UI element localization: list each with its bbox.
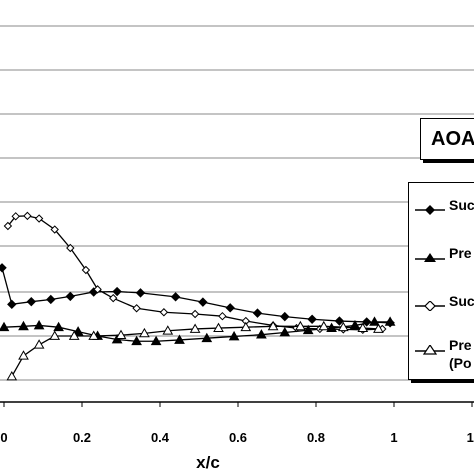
series-3-point-2 bbox=[23, 211, 32, 221]
x-tick-label-0: 0 bbox=[0, 430, 7, 445]
series-3-point-8 bbox=[108, 293, 118, 303]
series-4-point-10 bbox=[213, 322, 224, 332]
series-3-point-5 bbox=[66, 243, 75, 253]
series-1-point-12 bbox=[280, 311, 290, 322]
legend-label-series-2: Pre bbox=[449, 245, 472, 261]
series-2-point-1 bbox=[18, 320, 29, 331]
x-tick-label-2: 0.4 bbox=[151, 430, 170, 445]
series-1-point-11 bbox=[252, 308, 263, 318]
legend-item-series-1: Suc bbox=[409, 193, 474, 233]
series-2-point-17 bbox=[369, 316, 380, 326]
chart-title-text: AOA bbox=[431, 128, 474, 150]
series-line-4 bbox=[11, 325, 379, 377]
x-tick-label-1: 0.2 bbox=[73, 430, 91, 445]
series-4-point-17 bbox=[373, 323, 384, 333]
series-2-point-7 bbox=[131, 335, 142, 346]
series-4-point-0 bbox=[6, 370, 18, 381]
series-2-point-12 bbox=[256, 329, 267, 339]
x-axis-label: x/c bbox=[196, 453, 220, 472]
chart-title: AOA bbox=[420, 118, 474, 160]
series-2-point-10 bbox=[201, 332, 213, 343]
series-2-point-0 bbox=[0, 321, 10, 332]
series-3-point-10 bbox=[159, 308, 169, 317]
series-3-point-4 bbox=[50, 225, 59, 234]
series-1-point-6 bbox=[112, 286, 122, 297]
series-1-point-3 bbox=[46, 294, 56, 305]
series-3-point-0 bbox=[3, 221, 13, 231]
legend: Suc Pre Suc Pre (Po bbox=[408, 182, 474, 380]
series-2-point-3 bbox=[53, 321, 64, 332]
series-2-point-13 bbox=[279, 326, 291, 337]
series-3-point-1 bbox=[11, 212, 20, 221]
series-1-point-14 bbox=[334, 316, 345, 326]
series-4-point-16 bbox=[357, 322, 369, 332]
series-2-point-2 bbox=[33, 319, 45, 330]
series-3-point-3 bbox=[34, 214, 44, 223]
series-4-point-4 bbox=[68, 330, 80, 340]
series-2-point-8 bbox=[150, 335, 162, 346]
series-4-point-2 bbox=[33, 339, 45, 349]
series-4-point-7 bbox=[139, 327, 150, 338]
legend-label-series-3: Suc bbox=[449, 293, 474, 309]
legend-item-series-4: Pre (Po bbox=[409, 333, 474, 373]
series-3-point-12 bbox=[218, 311, 227, 321]
series-2-point-18 bbox=[384, 316, 396, 326]
series-1-point-2 bbox=[26, 296, 37, 307]
legend-label-series-4: Pre bbox=[449, 337, 472, 353]
series-1-point-0 bbox=[0, 263, 7, 273]
series-2-point-4 bbox=[72, 326, 84, 336]
series-3-point-9 bbox=[132, 304, 141, 313]
legend-label-series-4-line2: (Po bbox=[449, 355, 472, 371]
x-tick-label-6: 1. bbox=[467, 430, 474, 445]
series-4-point-12 bbox=[267, 320, 279, 331]
series-4-point-9 bbox=[189, 323, 201, 333]
series-4-point-13 bbox=[295, 320, 306, 331]
series-4-point-14 bbox=[318, 320, 330, 331]
series-4-point-6 bbox=[115, 329, 127, 339]
series-1-point-4 bbox=[65, 291, 76, 302]
legend-item-series-3: Suc bbox=[409, 289, 474, 329]
series-1-point-9 bbox=[198, 297, 208, 307]
legend-label-series-1: Suc bbox=[449, 197, 474, 213]
x-tick-label-3: 0.6 bbox=[229, 430, 247, 445]
series-1-point-7 bbox=[135, 288, 146, 298]
series-4-point-11 bbox=[240, 321, 252, 332]
series-1-point-8 bbox=[170, 292, 181, 302]
legend-item-series-2: Pre bbox=[409, 241, 474, 281]
series-2-point-14 bbox=[302, 324, 314, 335]
legend-swatch-open-diamond bbox=[415, 301, 445, 311]
legend-swatch-filled-diamond bbox=[415, 205, 445, 215]
series-2-point-9 bbox=[174, 334, 185, 344]
series-1-point-10 bbox=[225, 303, 235, 313]
series-1-point-13 bbox=[307, 314, 317, 324]
series-4-point-15 bbox=[337, 321, 349, 332]
series-4-point-5 bbox=[88, 330, 100, 340]
series-2-point-11 bbox=[228, 330, 240, 341]
series-2-point-16 bbox=[349, 319, 361, 330]
legend-swatch-filled-triangle bbox=[415, 253, 445, 262]
series-4-point-1 bbox=[18, 350, 29, 360]
series-3-point-6 bbox=[81, 265, 91, 275]
x-tick-label-5: 1 bbox=[390, 430, 397, 445]
series-3-point-7 bbox=[93, 285, 102, 294]
x-tick-label-4: 0.8 bbox=[307, 430, 325, 445]
series-1-point-1 bbox=[7, 299, 17, 310]
series-3-point-11 bbox=[190, 309, 200, 319]
series-4-point-8 bbox=[162, 325, 174, 335]
series-4-point-3 bbox=[49, 330, 61, 340]
legend-swatch-open-triangle bbox=[415, 345, 445, 355]
